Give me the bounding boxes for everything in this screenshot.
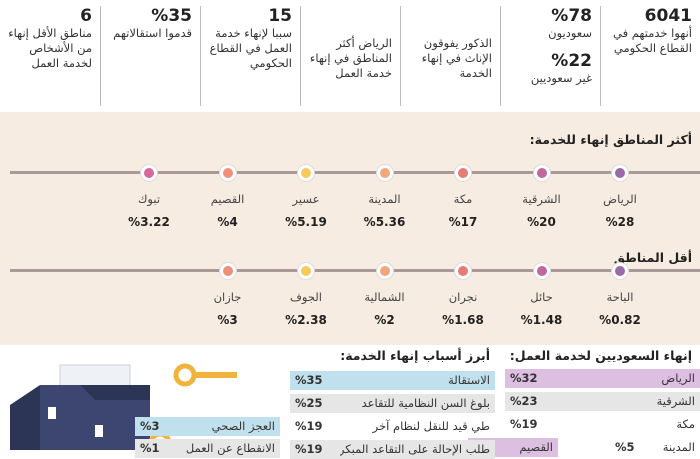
stat-text: الرياض أكثر المناطق في إنهاء خدمة العمل [309,36,392,80]
stat-number: %22 [551,51,592,71]
key [192,372,237,378]
table-name: طي قيد للنقل لنظام آخر [340,417,495,436]
table-value: %19 [290,417,340,436]
region-value: %3 [217,313,238,327]
region-name: جازان [213,290,242,304]
stat-number: %78 [551,6,592,26]
timeline-dot [455,263,471,279]
region-name: حائل [530,290,553,304]
region-name: تبوك [137,192,161,206]
table-name: الرياض [605,369,700,388]
timeline [10,171,700,174]
slot [95,425,103,437]
region-value: %1.48 [520,313,563,327]
region-name: نجران [448,290,478,304]
table-name: العجز الصحي [185,417,280,436]
timeline-dot [376,263,393,279]
table-value: %3 [135,417,185,436]
key [173,363,197,387]
stat-text: مناطق الأقل إنهاء من الأشخاص لخدمة العمل [8,26,92,70]
timeline [10,269,700,272]
stat-box: %78 سعوديون %22 غير سعوديين [500,6,600,106]
table-value: %32 [505,369,605,388]
timeline-dot [533,165,550,181]
region-value: %1.68 [442,313,484,327]
stat-text: سببا لإنهاء خدمة العمل في القطاع الحكومي [209,26,292,70]
region-name: مكة [453,192,473,206]
timeline-dot [612,165,628,181]
table-name: القصيم [503,438,558,457]
region-name: الشرقية [522,192,561,206]
table-name: الاستقالة [340,371,495,390]
timeline-dot [141,165,157,181]
stat-number: 6041 [644,6,692,26]
region-value: %2.38 [285,313,327,327]
stat-box: الرياض أكثر المناطق في إنهاء خدمة العمل [300,6,400,106]
stat-number: 6 [80,6,92,26]
timeline-dot [455,165,471,181]
region-value: %20 [527,215,556,229]
region-value: %4 [217,215,238,229]
stat-text: الذكور يفوقون الإناث في إنهاء الخدمة [421,36,492,80]
region-name: الجوف [290,290,322,304]
region-value: %17 [448,215,478,229]
timeline-dot [219,263,236,279]
stat-box: 6 مناطق الأقل إنهاء من الأشخاص لخدمة الع… [0,6,100,106]
region-value: %5.36 [363,215,406,229]
timeline-dot [533,263,550,279]
region-value: %28 [605,215,635,229]
stat-box: %35 قدموا استقالاتهم [100,6,200,106]
stat-box: 15 سببا لإنهاء خدمة العمل في القطاع الحك… [200,6,300,106]
table-value: %23 [505,392,605,411]
table-name: الانقطاع عن العمل [185,439,280,458]
section-title: أكثر المناطق إنهاء للخدمة: [529,132,692,147]
stat-text: قدموا استقالاتهم [113,26,192,40]
table-value: %1 [135,439,185,458]
region-name: المدينة [368,192,401,206]
regions-band [0,112,700,345]
region-name: عسير [292,192,320,206]
region-value: %3.22 [128,215,170,229]
stat-box: الذكور يفوقون الإناث في إنهاء الخدمة [400,6,500,106]
stat-number: %35 [151,6,192,26]
table-name: المدينة [645,438,700,457]
timeline-dot [219,165,236,181]
region-name: الباحة [606,290,634,304]
region-value: %0.82 [599,313,641,327]
region-value: %2 [374,313,395,327]
table-value: %25 [290,394,340,413]
stat-text: غير سعوديين [530,71,592,85]
region-name: القصيم [210,192,245,206]
timeline-dot [298,165,314,181]
table-name: بلوغ السن النظامية للتقاعد [340,394,495,413]
stat-box: 6041 أنهوا خدمتهم في القطاع الحكومي [600,6,700,106]
table-name: الشرقية [605,392,700,411]
table-value: %5 [610,438,645,457]
timeline-dot [376,165,393,181]
section-title: أقل المناطق [613,250,692,265]
region-name: الشمالية [364,290,405,304]
timeline-dot [612,263,628,279]
table-value: %19 [505,415,605,434]
region-value: %5.19 [285,215,327,229]
table-value: %35 [290,371,340,390]
stat-text: سعوديون [548,26,592,40]
folder-front [40,385,150,450]
illustration [10,363,237,450]
table-name: مكة [605,415,700,434]
stat-text: أنهوا خدمتهم في القطاع الحكومي [613,26,692,55]
timeline-dot [298,263,314,279]
stats-row: 6041 أنهوا خدمتهم في القطاع الحكومي %78 … [0,0,700,112]
stat-number: 15 [268,6,292,26]
slot [48,407,56,419]
region-name: الرياض [603,192,637,206]
section-title: إنهاء السعوديين لخدمة العمل: [509,348,692,363]
section-title: أبرز أسباب إنهاء الخدمة: [340,348,490,363]
